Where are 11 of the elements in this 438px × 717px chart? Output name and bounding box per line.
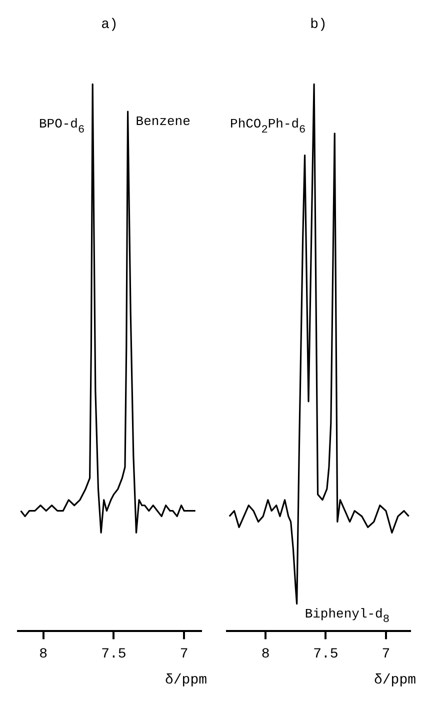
x-tick-label: 7.5 bbox=[101, 646, 126, 662]
x-tick-label: 7.5 bbox=[313, 646, 338, 662]
x-axis-title: δ/ppm bbox=[374, 672, 416, 689]
x-tick-label: 7 bbox=[180, 646, 188, 662]
x-tick-label: 7 bbox=[382, 646, 390, 662]
annotation: Benzene bbox=[136, 114, 190, 129]
x-axis-title: δ/ppm bbox=[164, 672, 208, 689]
x-tick-label: 8 bbox=[261, 646, 270, 662]
x-tick-label: 8 bbox=[39, 646, 48, 662]
chart-title: a) bbox=[101, 17, 118, 34]
chart-title: b) bbox=[310, 17, 327, 34]
